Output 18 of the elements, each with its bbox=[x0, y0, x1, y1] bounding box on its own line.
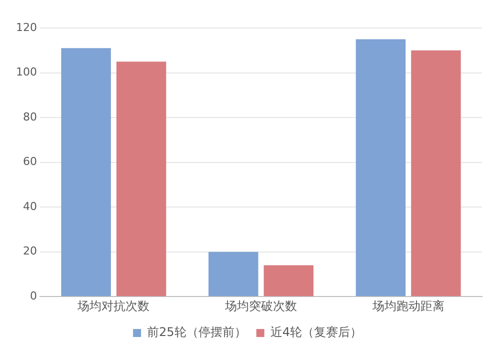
legend-label: 前25轮（停摆前） bbox=[147, 325, 246, 340]
bar bbox=[116, 62, 166, 296]
y-tick-label: 60 bbox=[22, 155, 37, 168]
x-tick-label: 场均跑动距离 bbox=[371, 298, 444, 313]
bar bbox=[208, 252, 258, 296]
y-tick-label: 80 bbox=[22, 110, 37, 124]
y-tick-label: 0 bbox=[30, 289, 37, 302]
bar bbox=[411, 50, 461, 296]
bar bbox=[264, 265, 314, 296]
y-tick-label: 100 bbox=[16, 66, 37, 79]
y-tick-label: 40 bbox=[22, 200, 37, 213]
x-tick-label: 场均对抗次数 bbox=[76, 298, 150, 313]
legend-label: 近4轮（复赛后） bbox=[270, 325, 362, 340]
y-tick-label: 120 bbox=[16, 20, 37, 34]
x-tick-label: 场均突破次数 bbox=[224, 298, 297, 313]
y-tick-label: 20 bbox=[22, 244, 37, 258]
bar bbox=[61, 48, 111, 296]
bar bbox=[356, 39, 406, 296]
